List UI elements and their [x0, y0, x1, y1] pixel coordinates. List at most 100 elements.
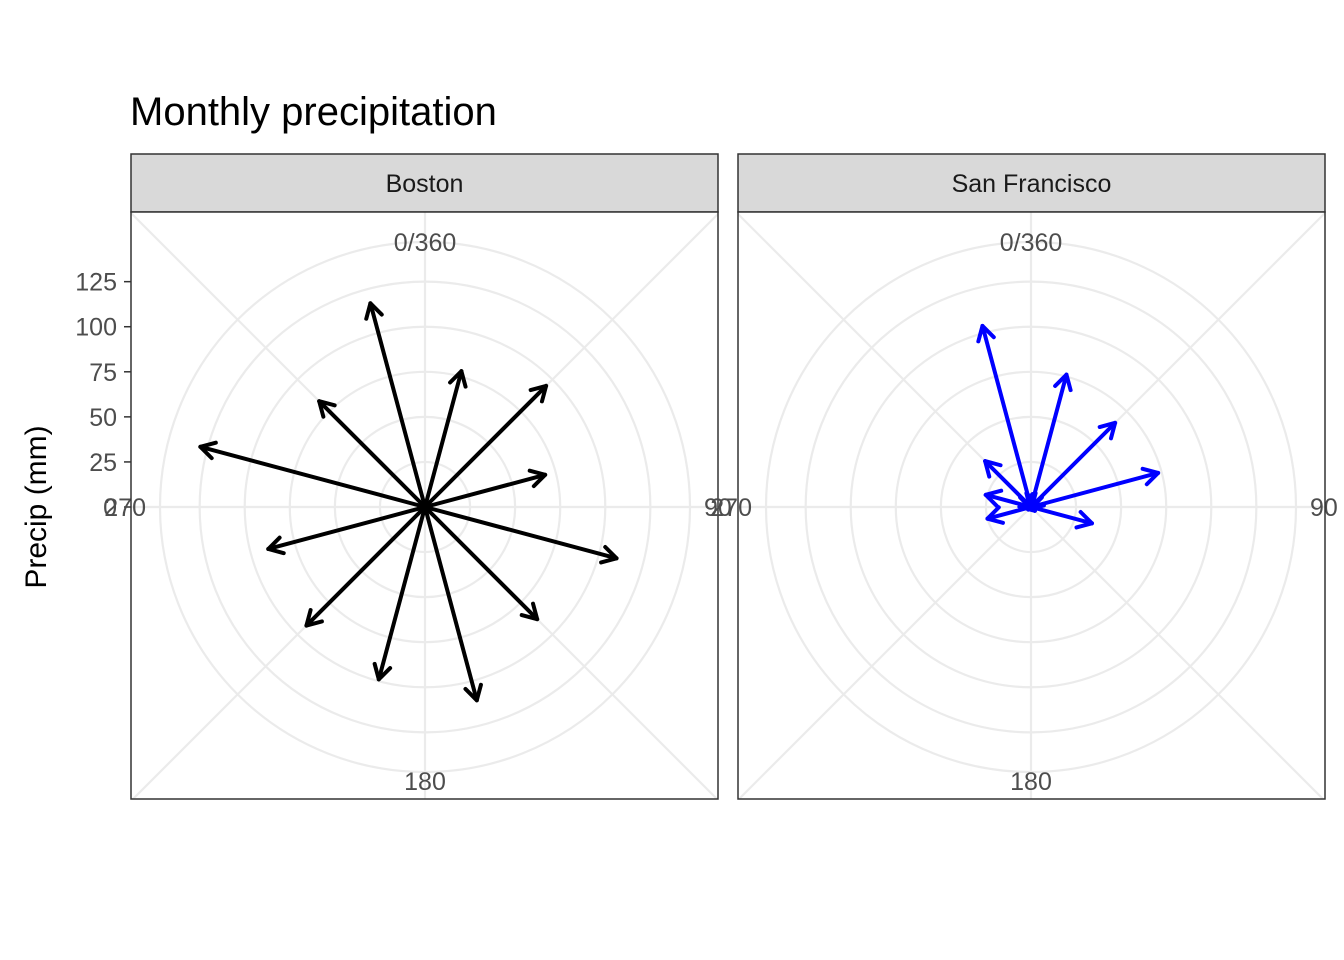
grid-spoke [738, 506, 1032, 799]
grid [131, 212, 718, 799]
vector-arrow [304, 505, 427, 628]
vector-shaft [423, 383, 549, 509]
y-tick-label: 25 [89, 449, 117, 477]
vector-shaft [1029, 420, 1118, 509]
grid-circle [198, 280, 652, 734]
vector-head [1053, 372, 1073, 393]
vector-arrow [423, 505, 540, 622]
y-axis: 0 25 50 75 100 125 [75, 269, 131, 522]
angle-label: 180 [404, 768, 446, 796]
vector-shaft [266, 505, 427, 551]
vector-shaft [317, 399, 427, 509]
y-tick-label: 50 [89, 404, 117, 432]
y-tick-label: 75 [89, 359, 117, 387]
grid [738, 212, 1325, 799]
vector-head [528, 383, 549, 404]
vector-head [1097, 420, 1118, 441]
angle-label: 90 [1310, 494, 1338, 522]
vector-head [198, 440, 218, 461]
chart-title: Monthly precipitation [130, 90, 497, 134]
vector-arrow [372, 505, 427, 682]
vector-shaft [368, 301, 427, 509]
vector-shaft [423, 505, 540, 622]
vector-arrow [423, 505, 483, 703]
angle-label: 0/360 [394, 229, 457, 257]
vector-head [519, 601, 540, 622]
vector-shaft [423, 472, 548, 509]
vector-shaft [1029, 470, 1161, 509]
grid-circle [333, 415, 517, 599]
vector-arrow [198, 440, 427, 509]
vector-head [976, 323, 996, 344]
vector-arrow [1029, 466, 1161, 509]
grid-circle [288, 370, 562, 644]
facet-strip [130, 153, 719, 213]
panel-border [130, 211, 719, 800]
vector-shaft [1029, 372, 1069, 509]
vector-arrow [423, 468, 548, 509]
vector-head [317, 399, 337, 419]
grid-circle [939, 415, 1123, 599]
vector-shaft [983, 492, 1033, 509]
vector-arrow [983, 459, 1033, 509]
vector-head [983, 488, 1004, 509]
angle-label: 270 [710, 494, 752, 522]
vector-head [1074, 510, 1094, 530]
vector-shaft [376, 505, 427, 682]
angle-label: 0/360 [1000, 229, 1063, 257]
vector-arrow [266, 505, 427, 556]
vector-arrow [423, 505, 619, 565]
panel-border [737, 211, 1326, 800]
vector-head [985, 505, 1005, 525]
vector-arrow [1029, 372, 1073, 509]
grid-circle [158, 240, 692, 774]
vector-arrow [1029, 420, 1118, 509]
vector-head [364, 301, 384, 321]
vector-shaft [985, 505, 1033, 521]
vector-arrow [423, 383, 549, 509]
vector-head [304, 608, 324, 628]
y-axis-title: Precip (mm) [20, 425, 53, 588]
angle-label: 180 [1010, 768, 1052, 796]
vector-shaft [980, 323, 1033, 509]
facet-san-francisco: San Francisco 0/360 90 180 270 [710, 153, 1338, 800]
vector-arrow [317, 399, 427, 509]
vector-shaft [304, 505, 427, 628]
vector-shaft [983, 459, 1033, 509]
grid-circle [764, 240, 1298, 774]
y-tick-label: 0 [103, 494, 117, 522]
vector-head [448, 369, 468, 389]
facet-strip-label: San Francisco [952, 170, 1112, 198]
vector-head [266, 535, 286, 556]
vector-arrow [1029, 505, 1094, 530]
vector-shaft [423, 505, 479, 703]
grid-spoke [1030, 506, 1325, 799]
vector-shaft [1029, 505, 1094, 526]
vector-shaft [423, 505, 619, 561]
grid-spoke [738, 212, 1032, 508]
facet-strip-label: Boston [386, 170, 464, 198]
grid-circle [804, 280, 1258, 734]
grid-circle [378, 460, 472, 554]
vector-series [198, 301, 619, 703]
vector-arrow [364, 301, 427, 509]
grid-circle [894, 370, 1168, 644]
facet-strip [737, 153, 1326, 213]
vector-head [463, 682, 483, 703]
vector-head [1140, 466, 1161, 487]
vector-shaft [423, 369, 464, 509]
y-tick-label: 125 [75, 269, 117, 297]
vector-head [983, 459, 1003, 479]
vector-head [527, 468, 548, 489]
grid-circle [243, 325, 607, 689]
vector-arrow [423, 369, 468, 509]
grid-circle [849, 325, 1213, 689]
vector-arrow [985, 505, 1033, 525]
vector-head [372, 661, 393, 682]
vector-series [976, 323, 1161, 530]
grid-circle [984, 460, 1078, 554]
angle-label: 270 [104, 494, 146, 522]
vector-shaft [198, 444, 427, 509]
